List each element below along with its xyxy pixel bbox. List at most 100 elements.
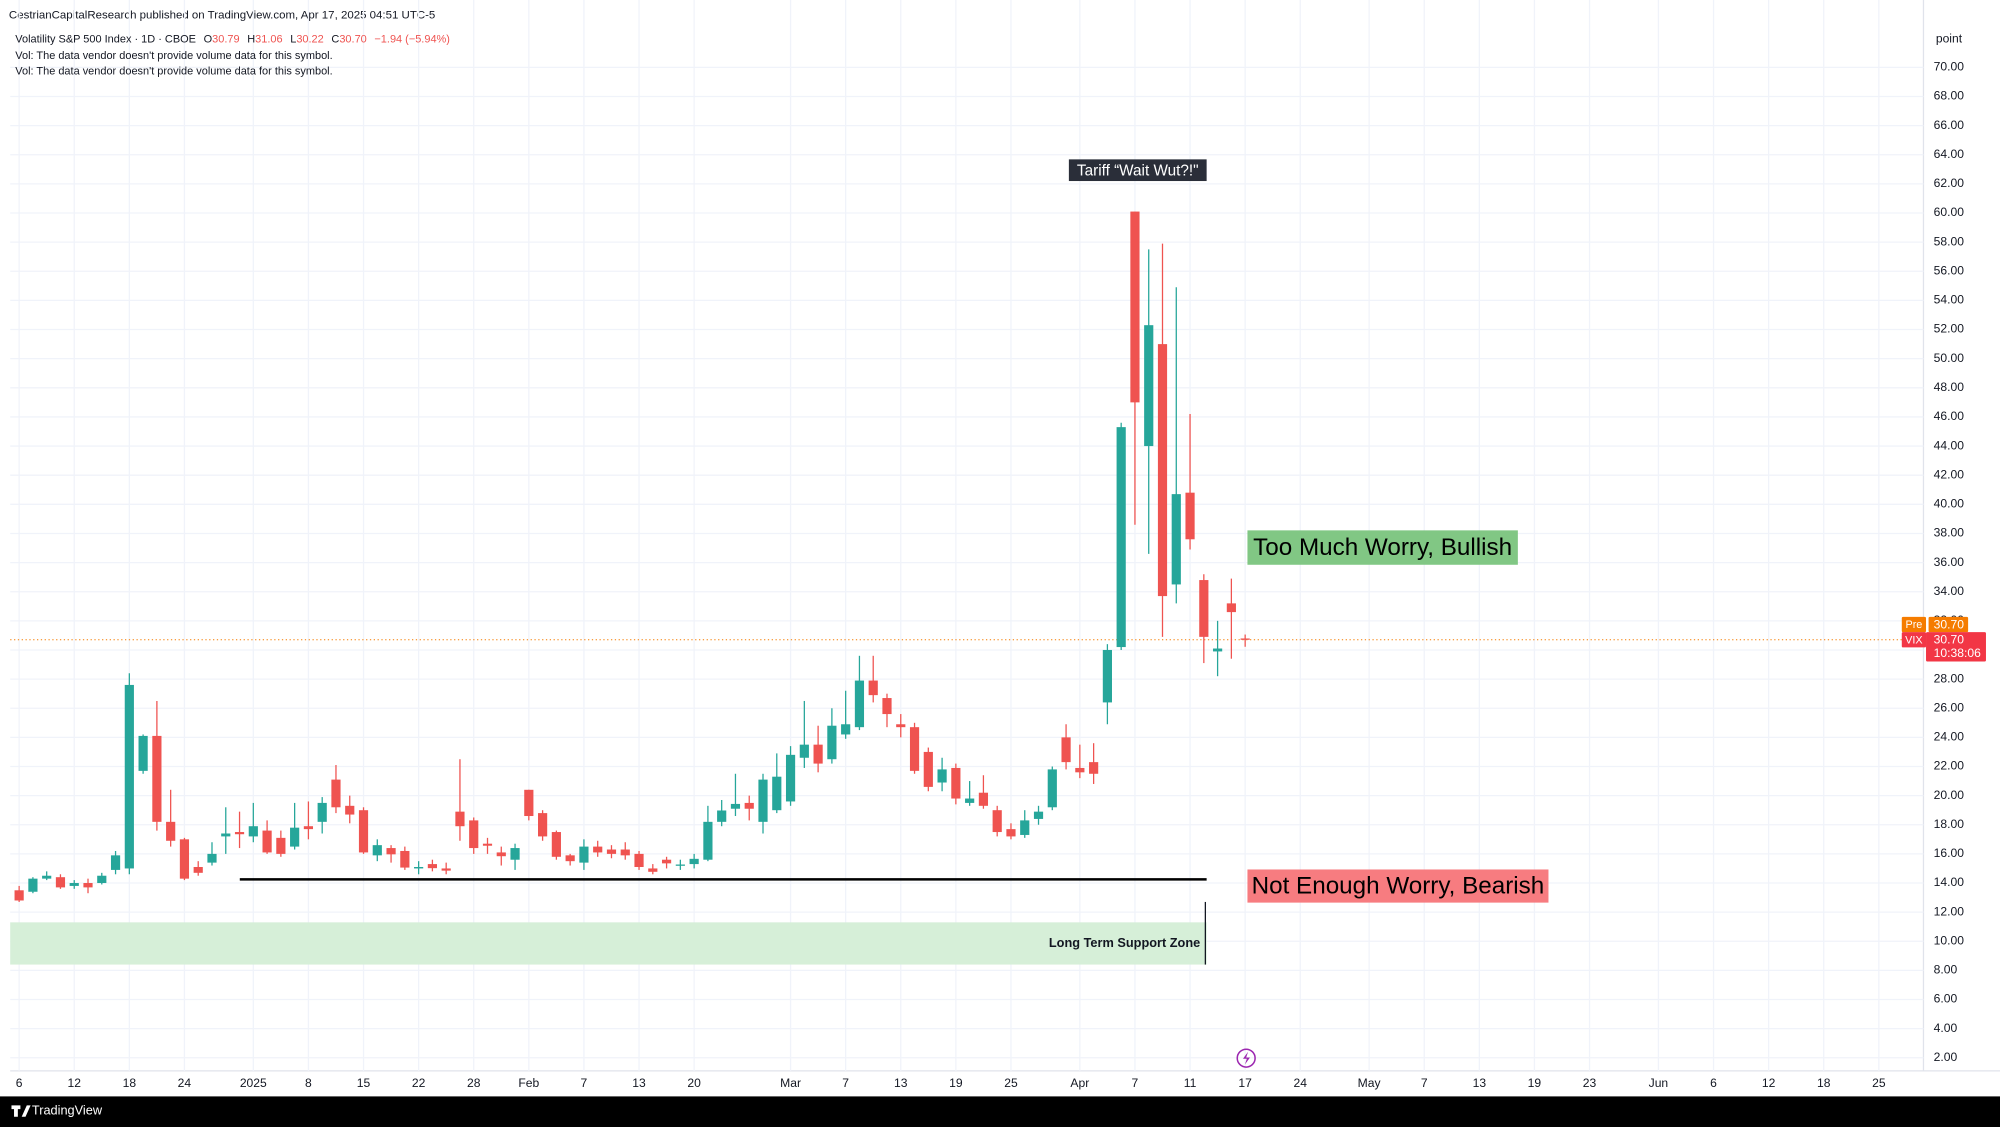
legend-change: −1.94 (−5.94%) (374, 33, 450, 45)
x-tick-label: 7 (842, 1076, 849, 1090)
y-tick-label: 24.00 (1934, 730, 1965, 744)
x-tick-label: 19 (949, 1076, 963, 1090)
price-tag-name: Pre (1905, 619, 1922, 631)
legend-key: C (331, 33, 339, 45)
candle-body (675, 864, 685, 866)
candle-body (703, 821, 713, 860)
y-tick-label: 54.00 (1934, 293, 1965, 307)
y-tick-label: 42.00 (1934, 467, 1965, 481)
legend: Volatility S&P 500 Index · 1D · CBOE O30.… (15, 33, 450, 45)
candle-body (620, 849, 630, 856)
y-tick-label: 4.00 (1934, 1021, 1958, 1035)
x-tick-label: Feb (518, 1076, 539, 1090)
x-tick-label: 18 (123, 1076, 137, 1090)
candle-body (606, 849, 617, 854)
candle-body (179, 839, 190, 879)
y-tick-label: 12.00 (1934, 904, 1965, 918)
candle-body (1089, 762, 1099, 774)
x-tick-label: 17 (1238, 1076, 1252, 1090)
candle-body (28, 878, 38, 892)
y-tick-label: 52.00 (1934, 322, 1965, 336)
candle-body (276, 837, 286, 854)
candle-body (386, 848, 396, 855)
x-tick-label: 12 (67, 1076, 81, 1090)
legend-key: L (290, 33, 296, 45)
x-tick-label: 24 (1294, 1076, 1308, 1090)
y-tick-label: 2.00 (1934, 1050, 1958, 1064)
candle-body (937, 769, 947, 783)
y-tick-label: 64.00 (1934, 147, 1965, 161)
x-tick-label: 6 (16, 1076, 23, 1090)
x-tick-label: 7 (1421, 1076, 1428, 1090)
x-tick-label: 23 (1583, 1076, 1597, 1090)
x-tick-label: 8 (305, 1076, 312, 1090)
alert-bolt (1242, 1051, 1250, 1065)
candle-body (1157, 344, 1168, 597)
price-tag-name: VIX (1905, 634, 1922, 646)
candle-body (510, 848, 520, 860)
candle-body (55, 877, 66, 888)
candle-body (1116, 427, 1126, 648)
price-tag-name-box (1901, 616, 1927, 633)
candle-body (1199, 580, 1209, 637)
candle-body (166, 821, 176, 841)
y-tick-label: 20.00 (1934, 788, 1965, 802)
brand-logo (11, 1105, 31, 1117)
candle-body (1020, 820, 1030, 835)
candle-body (345, 805, 355, 815)
candle-body (758, 779, 768, 822)
x-tick-label: 18 (1817, 1076, 1831, 1090)
candle-body (868, 680, 878, 696)
y-tick-label: 50.00 (1934, 351, 1965, 365)
candle-body (1061, 737, 1071, 763)
candle-body (923, 751, 933, 787)
candle-body (909, 727, 920, 771)
x-tick-label: 6 (1710, 1076, 1717, 1090)
legend-value: 31.06 (255, 33, 282, 45)
price-tag-name-box (1901, 632, 1927, 648)
annotation-text: Tariff “Wait Wut?!" (1077, 163, 1199, 180)
candle-body (124, 684, 134, 869)
x-tick-label: Mar (780, 1076, 801, 1090)
x-tick-label: 2025 (240, 1076, 267, 1090)
candle-body (813, 744, 823, 764)
candle-body (1185, 492, 1195, 540)
candle-body (1130, 211, 1140, 403)
candle-body (593, 846, 603, 853)
candle-body (97, 875, 107, 884)
y-unit: point (1936, 32, 1963, 46)
y-tick-label: 8.00 (1934, 963, 1958, 977)
legend-key: H (247, 33, 255, 45)
price-tag-box (1926, 632, 1986, 662)
legend-value: 30.70 (339, 33, 366, 45)
candle-body (207, 853, 217, 863)
support-zone-label: Long Term Support Zone (1049, 935, 1200, 950)
candle-body (524, 789, 534, 817)
candle-body (1213, 648, 1223, 652)
x-tick-label: 12 (1762, 1076, 1776, 1090)
x-tick-label: Jun (1649, 1076, 1669, 1090)
price-tag-value: 30.70 (1934, 633, 1965, 647)
y-tick-label: 10.00 (1934, 933, 1965, 947)
candle-body (634, 853, 644, 867)
candle-body (248, 826, 258, 837)
candle-body (1102, 649, 1112, 703)
candle-body (331, 779, 341, 808)
candle-body (565, 855, 575, 862)
y-tick-label: 40.00 (1934, 497, 1965, 511)
x-tick-label: 20 (687, 1076, 701, 1090)
y-tick-label: 22.00 (1934, 759, 1965, 773)
brand-name: TradingView (32, 1102, 103, 1117)
y-tick-label: 48.00 (1934, 380, 1965, 394)
legend-note: Vol: The data vendor doesn't provide vol… (15, 50, 332, 62)
y-tick-label: 38.00 (1934, 526, 1965, 540)
candle-body (689, 858, 699, 865)
candle-body (193, 866, 203, 873)
candle-body (799, 744, 809, 758)
footer-bar (0, 1096, 2000, 1127)
y-tick-label: 46.00 (1934, 409, 1965, 423)
candle-body (469, 820, 479, 849)
legend-value: 30.79 (212, 33, 239, 45)
y-tick-label: 56.00 (1934, 263, 1965, 277)
